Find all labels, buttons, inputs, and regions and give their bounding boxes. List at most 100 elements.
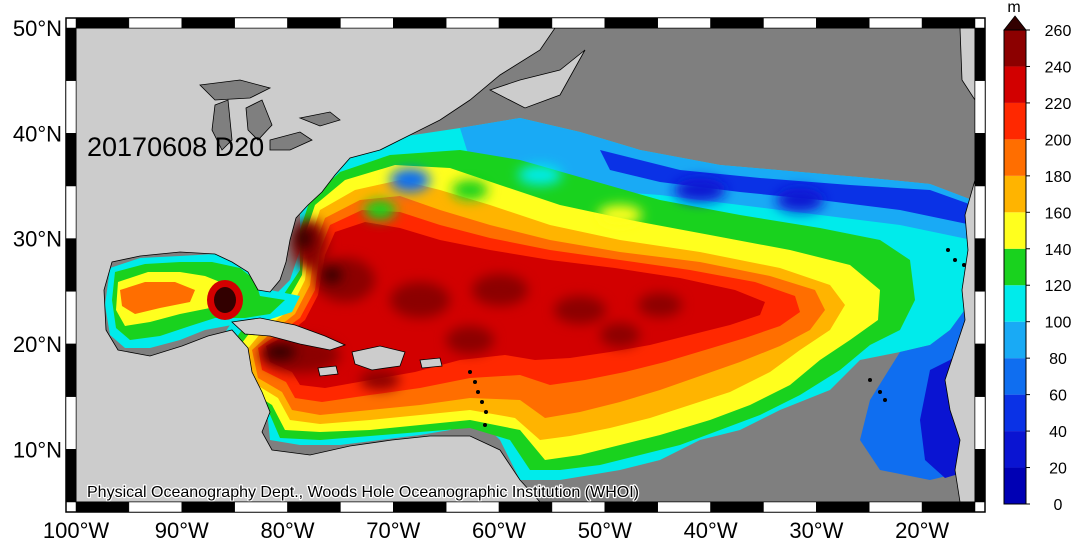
lon-tick-label: 30°W: [789, 518, 843, 542]
hispaniola: [351, 345, 406, 371]
lon-tick-label: 50°W: [578, 518, 632, 542]
frame-segment-top: [816, 17, 870, 29]
north-america: [76, 28, 556, 502]
frame-segment-right: [974, 80, 986, 134]
frame-segment-right: [974, 396, 986, 450]
iberia: [959, 28, 975, 101]
longitude-tick-labels: 100°W 90°W 80°W 70°W 60°W 50°W 40°W 30°W 20°W: [43, 518, 950, 542]
frame-segment-top: [445, 17, 500, 29]
frame-segment-top: [498, 17, 553, 29]
frame-segment-bottom: [393, 501, 447, 513]
frame-segment-right: [974, 291, 986, 345]
frame-segment-bottom: [551, 501, 606, 513]
map-title: 20170608 D20: [87, 132, 264, 162]
frame-segment-left: [65, 27, 77, 81]
colorbar-tick-label: 140: [1045, 242, 1072, 259]
frame-segment-left: [65, 396, 77, 450]
frame-segment-top: [181, 17, 235, 29]
lon-tick-label: 100°W: [43, 518, 110, 542]
lon-tick-label: 70°W: [366, 518, 420, 542]
frame-segment-top: [551, 17, 606, 29]
colorbar-bin: [1004, 394, 1026, 432]
great-lakes: [199, 79, 341, 151]
puerto-rico: [419, 357, 443, 369]
frame-segment-left: [65, 185, 77, 239]
colorbar-tick-label: 40: [1049, 424, 1067, 441]
map-frame: [65, 17, 986, 513]
frame-segment-top: [128, 17, 183, 29]
lat-tick-label: 20°N: [13, 332, 62, 357]
lon-tick-label: 60°W: [472, 518, 526, 542]
credit-line: Physical Oceanography Dept., Woods Hole …: [87, 484, 639, 501]
colorbar-tick-label: 240: [1045, 59, 1072, 76]
frame-segment-left: [65, 80, 77, 134]
frame-segment-bottom: [710, 501, 764, 513]
colorbar-tick-label: 60: [1049, 388, 1067, 405]
colorbar-bin: [1004, 30, 1026, 67]
frame-segment-top: [921, 17, 976, 29]
frame-segment-right: [974, 343, 986, 397]
colorbar-tick-label: 100: [1045, 315, 1072, 332]
d20-depth-field: [105, 118, 972, 480]
contour-north-deepblue: [600, 150, 972, 225]
gulf-loop-current-core: [214, 287, 236, 313]
frame-segment-bottom: [604, 501, 658, 513]
frame-segment-bottom: [75, 501, 130, 513]
jamaica: [317, 365, 339, 377]
frame-segment-bottom: [340, 501, 394, 513]
colorbar-bin: [1004, 467, 1026, 504]
frame-segment-right: [974, 133, 986, 187]
frame-segment-top: [604, 17, 658, 29]
nova-scotia: [488, 49, 586, 109]
frame-segment-bottom: [657, 501, 711, 513]
frame-segment-bottom: [445, 501, 500, 513]
frame-segment-bottom: [868, 501, 923, 513]
frame-segment-bottom: [498, 501, 553, 513]
contour-260m-core: [264, 226, 342, 360]
latitude-tick-labels: 50°N 40°N 30°N 20°N 10°N: [13, 16, 62, 462]
frame-segment-top: [340, 17, 394, 29]
colorbar-bin: [1004, 212, 1026, 249]
frame-segment-left: [65, 449, 77, 503]
frame-segment-right: [974, 449, 986, 503]
contour-220m: [266, 222, 765, 388]
colorbar-bin: [1004, 66, 1026, 103]
frame-segment-left: [65, 133, 77, 187]
colorbar-tick-label: 180: [1045, 169, 1072, 186]
frame-segment-left: [65, 238, 77, 292]
colorbar-border: [1003, 29, 1027, 505]
frame-segment-top: [234, 17, 288, 29]
colorbar-bin: [1004, 139, 1026, 176]
colorbar-tick-label: 260: [1045, 23, 1072, 40]
colorbar-bin: [1004, 248, 1026, 286]
cuba: [231, 317, 347, 351]
frame-segment-left: [65, 343, 77, 397]
colorbar-bin: [1004, 175, 1026, 213]
colorbar-bin: [1004, 285, 1026, 322]
colorbar-tick-label: 160: [1045, 205, 1072, 222]
frame-segment-bottom: [921, 501, 976, 513]
frame-segment-bottom: [128, 501, 183, 513]
colorbar-tick-label: 200: [1045, 132, 1072, 149]
lat-tick-label: 40°N: [13, 121, 62, 146]
frame-segment-top: [657, 17, 711, 29]
lat-tick-label: 30°N: [13, 227, 62, 252]
colorbar-bin: [1004, 358, 1026, 395]
colorbar-tick-label: 20: [1049, 461, 1067, 478]
frame-segment-bottom: [234, 501, 288, 513]
colorbar-unit: m: [1007, 0, 1020, 16]
land-masses: [76, 28, 975, 502]
frame-segment-bottom: [181, 501, 235, 513]
colorbar-tick-label: 220: [1045, 96, 1072, 113]
frame-segment-right: [974, 238, 986, 292]
frame-segment-right: [974, 185, 986, 239]
lon-tick-label: 90°W: [155, 518, 209, 542]
frame-segment-top: [763, 17, 817, 29]
colorbar-tick-label: 0: [1054, 497, 1063, 514]
lat-tick-label: 50°N: [13, 16, 62, 41]
africa: [944, 179, 975, 502]
lon-tick-label: 80°W: [261, 518, 315, 542]
colorbar-overflow-triangle: [1003, 15, 1027, 31]
colorbar: 0 20 40 60 80 100 120 140 160 180 200 220 240 260: [1003, 15, 1072, 514]
